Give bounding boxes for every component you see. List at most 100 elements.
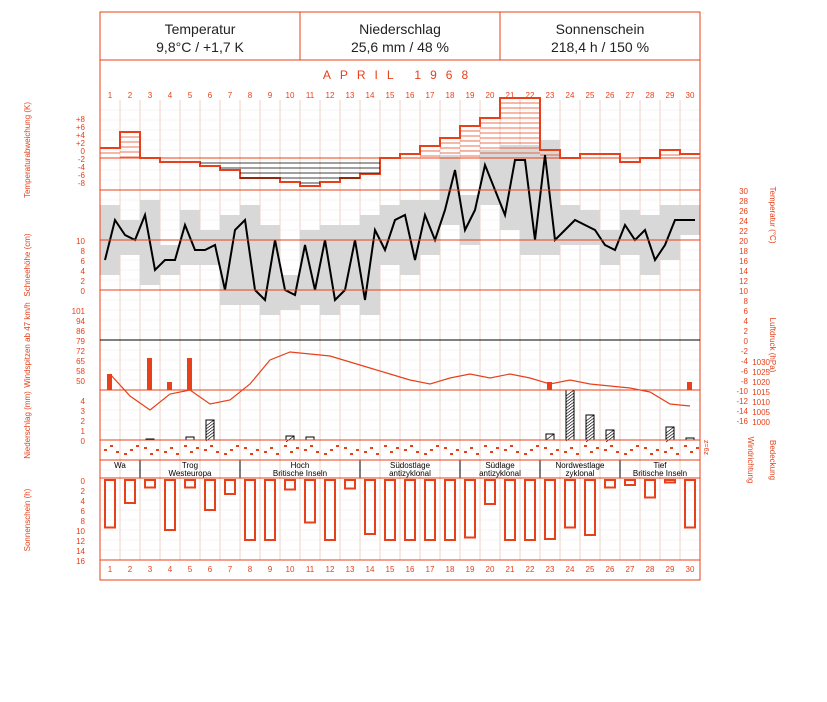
wind-direction-dot — [344, 447, 347, 449]
wind-direction-dot — [224, 453, 227, 455]
precipitation-hatch — [585, 435, 595, 443]
sunshine-tick: 12 — [76, 537, 85, 546]
sunshine-bar — [504, 479, 516, 541]
wind-direction-dot — [584, 445, 587, 447]
temperature-tick: -2 — [741, 347, 749, 356]
wind-direction-dot — [604, 449, 607, 451]
sunshine-bar — [484, 479, 496, 505]
day-label-bottom: 20 — [486, 565, 495, 574]
day-label-top: 3 — [148, 91, 153, 100]
labels: APRIL 1968112233445566778899101011111212… — [23, 68, 777, 574]
sunshine-bar — [564, 479, 576, 529]
day-label-bottom: 23 — [546, 565, 555, 574]
day-label-top: 5 — [188, 91, 193, 100]
temperature-tick: -4 — [741, 357, 749, 366]
temp-dev-tick: +6 — [76, 123, 86, 132]
precipitation-hatch — [565, 407, 575, 415]
wind-direction-dot — [370, 447, 373, 449]
sunshine-bar — [284, 479, 296, 491]
wind-bar — [547, 382, 552, 390]
temperature-tick: 18 — [739, 247, 748, 256]
pressure-line — [109, 351, 691, 411]
day-label-top: 10 — [286, 91, 295, 100]
temperature-tick: 20 — [739, 237, 748, 246]
wind-direction-dot — [624, 453, 627, 455]
sunshine-bar — [364, 479, 376, 535]
weather-type-sublabel: zyklonal — [566, 469, 595, 478]
temperature-tick: 24 — [739, 217, 748, 226]
wind-direction-dot — [650, 453, 653, 455]
wind-bar — [687, 382, 692, 390]
sunshine-bar — [264, 479, 276, 541]
precipitation-hatch — [585, 426, 595, 434]
wind-direction-dot — [396, 447, 399, 449]
wind-tick: 72 — [76, 347, 85, 356]
day-label-bottom: 11 — [306, 565, 315, 574]
wind-bar — [107, 374, 112, 390]
wind-direction-dot — [404, 449, 407, 451]
pressure-tick: 1030 — [752, 358, 770, 367]
pressure-tick: 1020 — [752, 378, 770, 387]
wind-tick: 65 — [76, 357, 85, 366]
precipitation-hatch — [665, 435, 675, 443]
precipitation-hatch — [565, 419, 575, 427]
precipitation-hatch — [565, 413, 575, 421]
wind-direction-dot — [216, 451, 219, 453]
temp-dev-tick: -6 — [78, 171, 86, 180]
temp-dev-tick: +2 — [76, 139, 86, 148]
sunshine-summary: Sonnenschein 218,4 h / 150 % — [500, 12, 700, 60]
sunshine-bar — [324, 479, 336, 541]
day-label-top: 11 — [306, 91, 315, 100]
precipitation-hatch — [665, 426, 675, 434]
grid-lines — [100, 100, 700, 560]
wind-tick: 101 — [72, 307, 86, 316]
sunshine-tick: 6 — [81, 507, 86, 516]
sunshine-bar — [584, 479, 596, 536]
precipitation-hatch — [665, 432, 675, 440]
wind-direction-dot — [130, 449, 133, 451]
day-label-bottom: 10 — [286, 565, 295, 574]
temperature-tick: 6 — [744, 307, 749, 316]
wind-direction-dot — [316, 451, 319, 453]
wind-direction-dot — [696, 447, 699, 449]
day-label-top: 22 — [526, 91, 535, 100]
axes — [99, 11, 701, 581]
day-label-bottom: 12 — [326, 565, 335, 574]
precipitation-hatch — [585, 417, 595, 425]
day-label-bottom: 25 — [586, 565, 595, 574]
precipitation-hatch — [565, 416, 575, 424]
pressure-tick: 1010 — [752, 398, 770, 407]
precipitation-hatch — [665, 429, 675, 437]
left-axis-title: Niederschlag (mm) — [23, 391, 32, 459]
temp-dev-tick: -8 — [78, 179, 86, 188]
snow-tick: 2 — [81, 277, 86, 286]
precipitation-summary: Niederschlag 25,6 mm / 48 % — [300, 12, 500, 60]
day-label-bottom: 2 — [128, 565, 133, 574]
precipitation-title: Niederschlag — [359, 21, 441, 37]
precipitation-hatch — [565, 431, 575, 439]
precipitation-hatch — [585, 423, 595, 431]
wind-direction-dot — [116, 451, 119, 453]
temperature-tick: 10 — [739, 287, 748, 296]
sunshine-bar — [124, 479, 136, 504]
precipitation-hatch — [565, 395, 575, 403]
day-label-top: 4 — [168, 91, 173, 100]
day-label-top: 1 — [108, 91, 113, 100]
wind-direction-dot — [176, 453, 179, 455]
weather-type-label: Hoch — [291, 461, 310, 470]
precipitation-hatch — [605, 429, 615, 437]
day-label-bottom: 6 — [208, 565, 213, 574]
sunshine-bar — [244, 479, 256, 541]
day-label-bottom: 27 — [626, 565, 635, 574]
day-label-top: 7 — [228, 91, 233, 100]
day-label-top: 16 — [406, 91, 415, 100]
wind-direction-dot — [464, 451, 467, 453]
day-label-bottom: 26 — [606, 565, 615, 574]
right-axis-title: Luftdruck (hPa) — [768, 318, 777, 373]
wind-tick: 79 — [76, 337, 85, 346]
wind-direction-dot — [336, 445, 339, 447]
precip-tick: 1 — [81, 427, 86, 436]
precipitation-hatch — [205, 425, 215, 433]
